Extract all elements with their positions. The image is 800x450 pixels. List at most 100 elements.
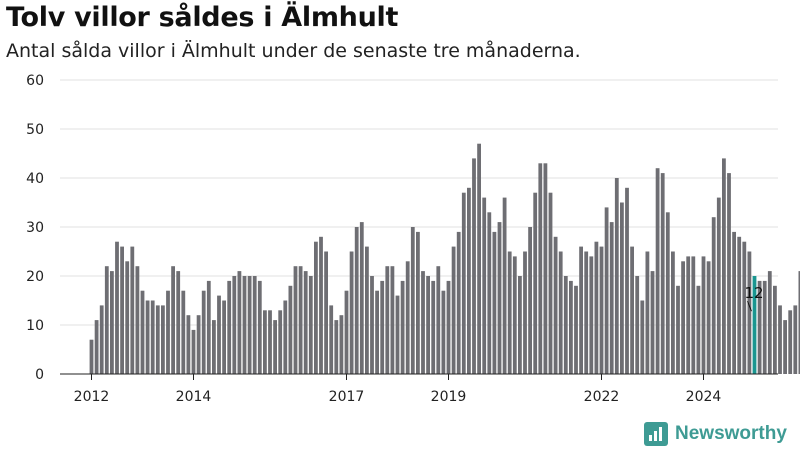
bar — [762, 280, 767, 374]
bar — [273, 320, 277, 374]
bar — [324, 251, 328, 374]
bar — [477, 143, 481, 374]
y-tick-label: 20 — [26, 269, 44, 285]
bar — [298, 266, 303, 374]
bar — [161, 305, 165, 374]
bar — [589, 256, 594, 374]
bar — [461, 192, 466, 374]
x-tick-label: 2019 — [431, 389, 467, 405]
bar — [186, 315, 191, 374]
bar — [181, 290, 186, 374]
bar — [518, 276, 522, 374]
bar — [798, 271, 800, 374]
bar — [676, 285, 680, 374]
bar — [416, 231, 420, 374]
bar — [89, 339, 94, 374]
bar — [293, 266, 298, 374]
bar — [793, 305, 798, 374]
bar — [614, 178, 619, 374]
bar — [599, 246, 604, 374]
annotation-leader — [747, 301, 752, 312]
bar — [691, 256, 696, 374]
bar — [232, 276, 237, 374]
annotation: 12 — [745, 284, 764, 312]
bar — [217, 295, 221, 374]
bar — [584, 251, 589, 374]
bar — [650, 271, 655, 374]
bar — [135, 266, 140, 374]
bar — [563, 276, 568, 374]
bar — [171, 266, 175, 374]
bar — [574, 285, 578, 374]
bar — [390, 266, 395, 374]
bar — [538, 163, 543, 374]
bar — [145, 300, 150, 374]
bar — [441, 290, 446, 374]
y-tick-label: 50 — [26, 122, 44, 138]
bar — [609, 222, 614, 374]
bar — [410, 227, 415, 374]
bar — [375, 290, 379, 374]
bar — [359, 222, 364, 374]
bar — [722, 158, 726, 374]
bar — [788, 310, 793, 374]
bar — [706, 261, 711, 374]
bar — [507, 251, 512, 374]
bar — [176, 271, 181, 374]
bar — [227, 280, 232, 374]
bar — [237, 271, 242, 374]
bar — [155, 305, 160, 374]
bar — [436, 266, 441, 374]
bar — [711, 217, 716, 374]
bar — [737, 236, 742, 374]
bar — [686, 256, 691, 374]
x-tick-label: 2014 — [176, 389, 212, 405]
chart-title: Tolv villor såldes i Älmhult — [6, 2, 399, 33]
bar — [548, 192, 553, 374]
bar — [196, 315, 201, 374]
bars — [89, 143, 800, 374]
bar — [671, 251, 675, 374]
bar — [405, 261, 410, 374]
bar — [523, 251, 527, 374]
bar — [732, 231, 736, 374]
y-tick-label: 60 — [26, 73, 44, 89]
bar — [257, 280, 262, 374]
bar — [150, 300, 155, 374]
y-tick-label: 0 — [35, 367, 44, 383]
bar — [370, 276, 374, 374]
bar — [767, 271, 772, 374]
bar — [783, 320, 787, 374]
bar — [354, 227, 359, 374]
bar — [212, 320, 216, 374]
bar — [400, 280, 405, 374]
bar — [288, 285, 293, 374]
bar — [263, 310, 267, 374]
bar — [140, 290, 145, 374]
y-tick-label: 30 — [26, 220, 44, 236]
bar — [104, 266, 109, 374]
bar — [191, 329, 196, 374]
bar — [747, 251, 752, 374]
bar — [110, 271, 114, 374]
newsworthy-brand[interactable]: Newsworthy — [644, 420, 787, 448]
bar — [752, 276, 757, 374]
bar — [492, 231, 497, 374]
bar — [380, 280, 385, 374]
bar — [426, 276, 430, 374]
bar — [558, 251, 563, 374]
bar — [773, 285, 777, 374]
bar — [727, 173, 731, 374]
x-tick-label: 2017 — [329, 389, 365, 405]
bar — [533, 192, 538, 374]
bar — [543, 163, 548, 374]
bar — [497, 222, 502, 374]
y-tick-label: 40 — [26, 171, 44, 187]
bar — [701, 256, 706, 374]
bar — [467, 187, 471, 374]
bar — [512, 256, 517, 374]
brand-name: Newsworthy — [675, 423, 787, 444]
y-tick-label: 10 — [26, 318, 44, 334]
bar — [115, 241, 119, 374]
bar — [268, 310, 272, 374]
